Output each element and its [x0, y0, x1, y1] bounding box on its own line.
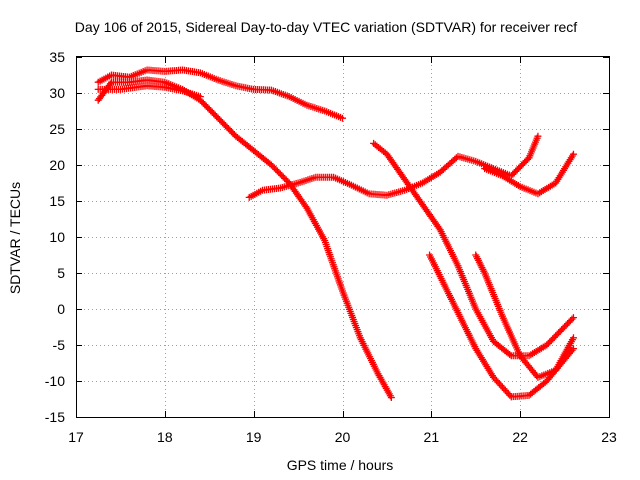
series-track-8 [481, 150, 577, 198]
data-point [106, 80, 114, 88]
y-tick-label: 25 [49, 121, 65, 137]
data-point [569, 334, 577, 342]
data-point [302, 203, 310, 211]
series-track-6 [426, 251, 577, 401]
x-tick-label: 20 [335, 429, 351, 445]
x-axis-label: GPS time / hours [287, 457, 394, 473]
y-tick-label: 20 [49, 157, 65, 173]
series-track-3 [94, 76, 395, 402]
data-point [569, 314, 577, 322]
y-axis-label: SDTVAR / TECUs [7, 182, 23, 294]
y-tick-label: 35 [49, 49, 65, 65]
y-tick-label: -15 [45, 409, 65, 425]
data-point [534, 132, 542, 140]
data-point [339, 114, 346, 122]
data-point [387, 394, 395, 402]
data-point [568, 346, 576, 354]
x-tick-label: 18 [157, 429, 173, 445]
series-track-7 [472, 251, 577, 381]
x-tick-label: 19 [246, 429, 262, 445]
y-tick-label: 5 [57, 265, 65, 281]
series-track-1 [94, 66, 346, 122]
chart-title: Day 106 of 2015, Sidereal Day-to-day VTE… [75, 19, 577, 35]
y-tick-label: 0 [57, 301, 65, 317]
data-point [435, 224, 443, 232]
y-tick-label: 10 [49, 229, 65, 245]
plot-frame [76, 56, 610, 418]
y-tick-label: 15 [49, 193, 65, 209]
x-tick-label: 22 [512, 429, 528, 445]
y-tick-label: -10 [45, 373, 65, 389]
data-point [569, 345, 577, 353]
x-tick-label: 21 [424, 429, 440, 445]
data-marks [94, 66, 577, 402]
data-point [506, 350, 514, 358]
data-point [506, 391, 514, 399]
x-tick-label: 23 [601, 429, 617, 445]
y-tick-label: -5 [53, 337, 66, 353]
y-tick-label: 30 [49, 85, 65, 101]
data-point [568, 315, 576, 323]
axis-tick-labels: 17 18 19 20 21 22 23 -15 -10 -5 0 5 10 15 20 25 30 35 [45, 49, 617, 445]
data-point [569, 150, 577, 158]
x-tick-label: 17 [68, 429, 84, 445]
series-track-5 [370, 139, 577, 360]
